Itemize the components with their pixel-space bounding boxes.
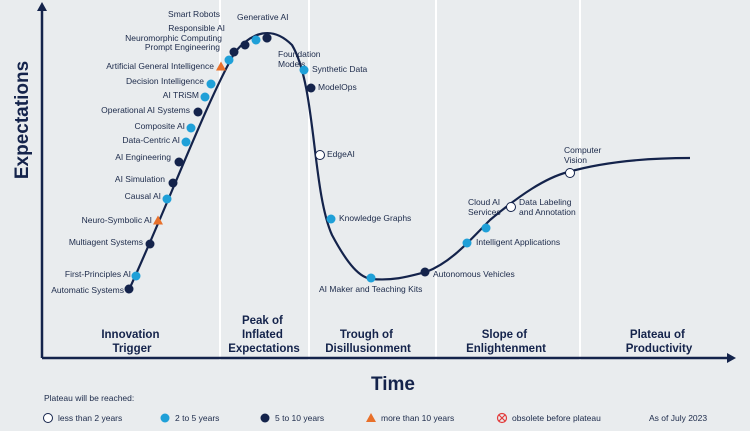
label-artificial-general-intelligence: Artificial General Intelligence (106, 61, 214, 71)
marker-ai-engineering (174, 157, 184, 167)
marker-decision-intelligence (206, 79, 216, 89)
marker-autonomous-vehicles (420, 267, 430, 277)
hype-curve (126, 32, 691, 293)
legend-label-5to10: 5 to 10 years (275, 413, 324, 423)
marker-synthetic-data (299, 65, 309, 75)
phase-plateau-of-productivity: Plateau of Productivity (626, 329, 693, 355)
marker-computer-vision (565, 168, 575, 178)
label-responsible-ai: Responsible AI (168, 23, 225, 33)
marker-ai-trism (200, 92, 210, 102)
label-ai-simulation: AI Simulation (115, 174, 165, 184)
label-modelops: ModelOps (318, 82, 357, 92)
label-computer-vision: Computer Vision (564, 145, 601, 165)
legend-label-obsolete: obsolete before plateau (512, 413, 601, 423)
marker-modelops (306, 83, 316, 93)
marker-first-principles-ai (131, 271, 141, 281)
phase-slope-of-enlightenment: Slope of Enlightenment (466, 329, 546, 355)
label-neuro-symbolic-ai: Neuro-Symbolic AI (82, 215, 152, 225)
legend-label-lt2: less than 2 years (58, 413, 122, 423)
axes (37, 2, 736, 363)
label-knowledge-graphs: Knowledge Graphs (339, 213, 411, 223)
marker-cloud-ai-services (481, 223, 491, 233)
phase-innovation-trigger: Innovation Trigger (101, 329, 162, 355)
marker-causal-ai (162, 194, 172, 204)
legend-marker-gt10 (366, 413, 376, 422)
marker-multiagent-systems (145, 239, 155, 249)
marker-composite-ai (186, 123, 196, 133)
label-autonomous-vehicles: Autonomous Vehicles (433, 269, 515, 279)
marker-neuromorphic-computing (229, 47, 239, 57)
marker-prompt-engineering (224, 55, 234, 65)
label-synthetic-data: Synthetic Data (312, 64, 368, 74)
label-intelligent-applications: Intelligent Applications (476, 237, 560, 247)
legend-marker-5to10 (260, 413, 270, 423)
label-composite-ai: Composite AI (134, 121, 185, 131)
legend-label-gt10: more than 10 years (381, 413, 454, 423)
legend-marker-lt2 (43, 413, 53, 423)
label-automatic-systems: Automatic Systems (51, 285, 124, 295)
label-ai-trism: AI TRiSM (163, 90, 199, 100)
marker-edgeai (315, 150, 325, 160)
marker-smart-robots (251, 35, 261, 45)
label-multiagent-systems: Multiagent Systems (69, 237, 143, 247)
technology-points: Automatic Systems First-Principles AI Mult… (51, 9, 601, 295)
marker-operational-ai-systems (193, 107, 203, 117)
marker-automatic-systems (124, 284, 134, 294)
label-data-centric-ai: Data-Centric AI (122, 135, 180, 145)
label-smart-robots: Smart Robots (168, 9, 220, 19)
label-ai-maker-and-teaching-kits: AI Maker and Teaching Kits (319, 284, 422, 294)
x-axis-title: Time (371, 374, 415, 395)
label-cloud-ai-services: Cloud AI Services (468, 197, 501, 217)
marker-intelligent-applications (462, 238, 472, 248)
marker-knowledge-graphs (326, 214, 336, 224)
label-neuromorphic-computing: Neuromorphic Computing (125, 33, 222, 43)
label-first-principles-ai: First-Principles AI (65, 269, 131, 279)
phase-trough-of-disillusionment: Trough of Disillusionment (325, 329, 411, 355)
legend-title: Plateau will be reached: (44, 393, 134, 403)
phase-labels: Innovation Trigger Peak of Inflated Expe… (101, 315, 692, 355)
legend: Plateau will be reached: less than 2 yea… (43, 393, 707, 424)
y-axis-title: Expectations (12, 61, 33, 179)
label-data-labeling-and-annotation: Data Labeling and Annotation (519, 197, 576, 217)
marker-data-labeling-and-annotation (506, 202, 516, 212)
legend-label-2to5: 2 to 5 years (175, 413, 219, 423)
marker-neuro-symbolic-ai (153, 215, 163, 225)
label-ai-engineering: AI Engineering (115, 152, 171, 162)
label-prompt-engineering: Prompt Engineering (145, 42, 220, 52)
x-axis-arrow (727, 353, 736, 363)
legend-date: As of July 2023 (649, 413, 707, 423)
label-generative-ai: Generative AI (237, 12, 289, 22)
marker-foundation-models (262, 33, 272, 43)
marker-data-centric-ai (181, 137, 191, 147)
label-decision-intelligence: Decision Intelligence (126, 76, 204, 86)
label-foundation-models: Foundation Models (278, 49, 321, 69)
label-causal-ai: Causal AI (125, 191, 161, 201)
marker-responsible-ai (240, 40, 250, 50)
label-edgeai: EdgeAI (327, 149, 355, 159)
label-operational-ai-systems: Operational AI Systems (101, 105, 190, 115)
marker-ai-simulation (168, 178, 178, 188)
legend-marker-obsolete (496, 412, 508, 424)
phase-dividers (219, 0, 581, 360)
legend-marker-2to5 (160, 413, 170, 423)
phase-peak-of-inflated-expectations: Peak of Inflated Expectations (228, 315, 300, 355)
y-axis-arrow (37, 2, 47, 11)
marker-ai-maker-and-teaching-kits (366, 273, 376, 283)
marker-artificial-general-intelligence (216, 61, 226, 71)
